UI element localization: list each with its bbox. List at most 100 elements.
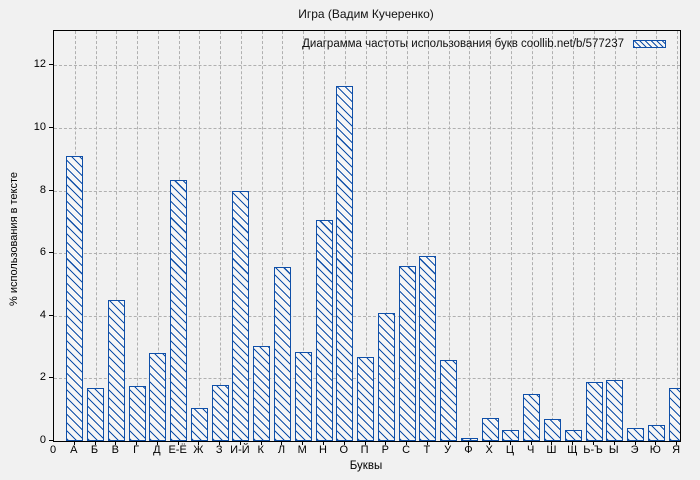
x-tick-mark (613, 441, 615, 445)
bar-Э (627, 428, 645, 441)
x-tick-mark (136, 441, 138, 445)
grid-line-vertical (573, 31, 575, 441)
grid-line-horizontal (54, 253, 680, 255)
grid-line-vertical (427, 31, 429, 441)
bar-Ч (523, 394, 541, 441)
x-tick-mark (530, 441, 532, 445)
y-tick-mark (49, 64, 53, 66)
x-tick-mark (385, 441, 387, 445)
grid-line-vertical (116, 31, 118, 441)
x-tick-mark (572, 441, 574, 445)
grid-line-vertical (469, 31, 471, 441)
x-tick-label: З (215, 444, 223, 456)
bar-Д (149, 353, 167, 441)
bar-С (398, 265, 416, 441)
x-tick-mark (593, 441, 595, 445)
grid-line-vertical (386, 31, 388, 441)
grid-line-vertical (157, 31, 159, 441)
grid-line-vertical (137, 31, 139, 441)
bar-П (357, 356, 375, 441)
y-tick-label: 2 (39, 371, 46, 384)
bar-О (336, 85, 354, 441)
grid-line-vertical (365, 31, 367, 441)
x-tick-mark (551, 441, 553, 445)
x-tick-mark (198, 441, 200, 445)
x-tick-mark (73, 441, 75, 445)
bar-Ы (606, 379, 624, 441)
x-tick-mark (655, 441, 657, 445)
bar-Л (273, 267, 291, 441)
x-tick-label: Ы (608, 444, 619, 456)
x-tick-label: В (111, 444, 119, 456)
bar-Х (481, 417, 499, 441)
x-tick-label: О (339, 444, 349, 456)
x-tick-mark (115, 441, 117, 445)
grid-line-vertical (303, 31, 305, 441)
x-tick-mark (509, 441, 511, 445)
bar-З (211, 384, 229, 441)
x-tick-mark (406, 441, 408, 445)
x-tick-mark (260, 441, 262, 445)
grid-line-horizontal (54, 315, 680, 317)
bar-Ь-Ъ (585, 381, 603, 441)
grid-line-vertical (594, 31, 596, 441)
x-tick-label: М (297, 444, 307, 456)
x-tick-label: Е-Ё (168, 444, 187, 456)
grid-line-vertical (220, 31, 222, 441)
bar-Р (377, 312, 395, 441)
y-tick-mark (49, 440, 53, 441)
x-tick-label: К (257, 444, 264, 456)
x-tick-label: А (70, 444, 78, 456)
plot-area: Диаграмма частоты использования букв coo… (53, 30, 681, 442)
bar-И-Й (232, 190, 250, 441)
grid-line-vertical (282, 31, 284, 441)
bar-Г (128, 386, 146, 441)
bar-К (253, 345, 271, 441)
x-tick-label: Щ (567, 444, 578, 456)
grid-line-horizontal (54, 65, 680, 67)
bar-В (107, 300, 125, 441)
x-tick-mark (323, 441, 324, 445)
x-tick-label: Д (153, 444, 161, 456)
x-tick-label: Р (381, 444, 389, 456)
x-tick-label: Ь-Ъ (583, 444, 603, 456)
grid-line-vertical (656, 31, 658, 441)
bar-Е-Ё (170, 179, 188, 441)
bar-Н (315, 220, 333, 441)
x-tick-mark (239, 441, 241, 445)
grid-line-vertical (677, 31, 679, 441)
bar-Ц (502, 430, 520, 441)
y-tick-mark (49, 314, 53, 316)
x-tick-label: Н (319, 444, 327, 456)
legend-label: Диаграмма частоты использования букв coo… (302, 38, 624, 50)
bar-Б (87, 387, 105, 441)
legend-swatch-hatch-icon (633, 40, 666, 48)
x-tick-label: Я (672, 444, 681, 456)
y-tick-mark (49, 189, 53, 191)
bar-М (294, 351, 312, 441)
x-tick-mark (634, 441, 636, 445)
x-tick-mark (302, 441, 304, 445)
grid-line-vertical (448, 31, 450, 441)
y-tick-label: 4 (39, 308, 46, 321)
y-tick-mark (49, 127, 53, 129)
x-tick-label: Т (423, 444, 431, 456)
x-tick-label: Э (630, 444, 639, 456)
grid-line-vertical (95, 31, 97, 441)
grid-line-vertical (531, 31, 533, 441)
bar-Щ (564, 430, 582, 441)
y-tick-label: 8 (39, 183, 46, 196)
x-tick-label: Ю (649, 444, 661, 456)
x-tick-mark (94, 441, 96, 445)
x-tick-mark (281, 441, 283, 445)
x-tick-mark (219, 441, 221, 445)
grid-line-horizontal (54, 128, 680, 130)
x-tick-label: П (360, 444, 369, 456)
y-tick-mark (49, 252, 53, 254)
bar-Ю (647, 425, 665, 441)
x-tick-mark (156, 441, 158, 445)
y-tick-label: 6 (39, 246, 46, 259)
x-tick-label-origin: 0 (49, 444, 57, 456)
x-tick-mark (426, 441, 428, 445)
